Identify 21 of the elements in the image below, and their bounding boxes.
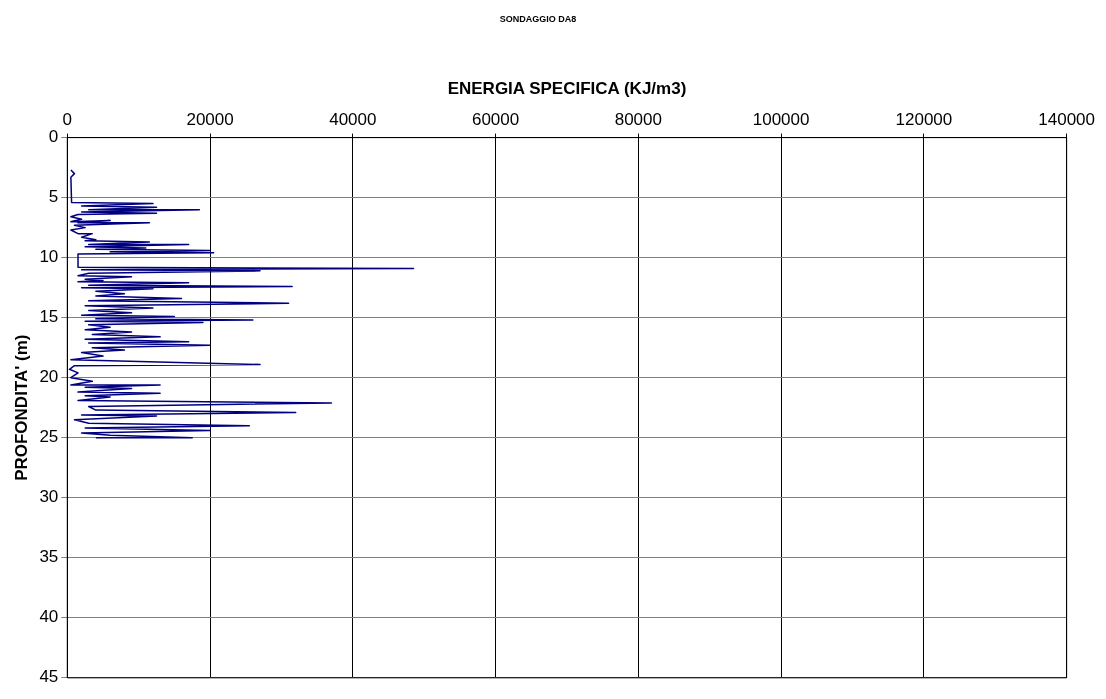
y-tick-label: 0 <box>48 127 59 147</box>
y-tick-label: 20 <box>39 367 59 387</box>
x-tick-label: 40000 <box>329 110 377 130</box>
x-axis-title: ENERGIA SPECIFICA (KJ/m3) <box>447 78 687 98</box>
y-tick-label: 30 <box>39 487 59 507</box>
y-axis-title: PROFONDITA' (m) <box>11 334 31 481</box>
y-tick-label: 35 <box>39 547 59 567</box>
x-tick-label: 0 <box>62 110 73 130</box>
x-tick-label: 100000 <box>752 110 810 130</box>
y-tick-label: 40 <box>39 607 59 627</box>
x-tick-label: 60000 <box>471 110 520 130</box>
x-tick-label: 20000 <box>186 110 234 130</box>
y-tick-label: 10 <box>39 247 59 267</box>
x-tick-label: 140000 <box>1038 110 1095 130</box>
chart-title: SONDAGGIO DA8 <box>499 13 577 24</box>
y-tick-label: 5 <box>48 187 59 207</box>
x-tick-label: 80000 <box>614 110 662 130</box>
x-tick-label: 120000 <box>895 110 953 130</box>
y-tick-label: 45 <box>39 667 59 687</box>
y-tick-label: 15 <box>39 307 59 327</box>
y-tick-label: 25 <box>39 427 59 447</box>
